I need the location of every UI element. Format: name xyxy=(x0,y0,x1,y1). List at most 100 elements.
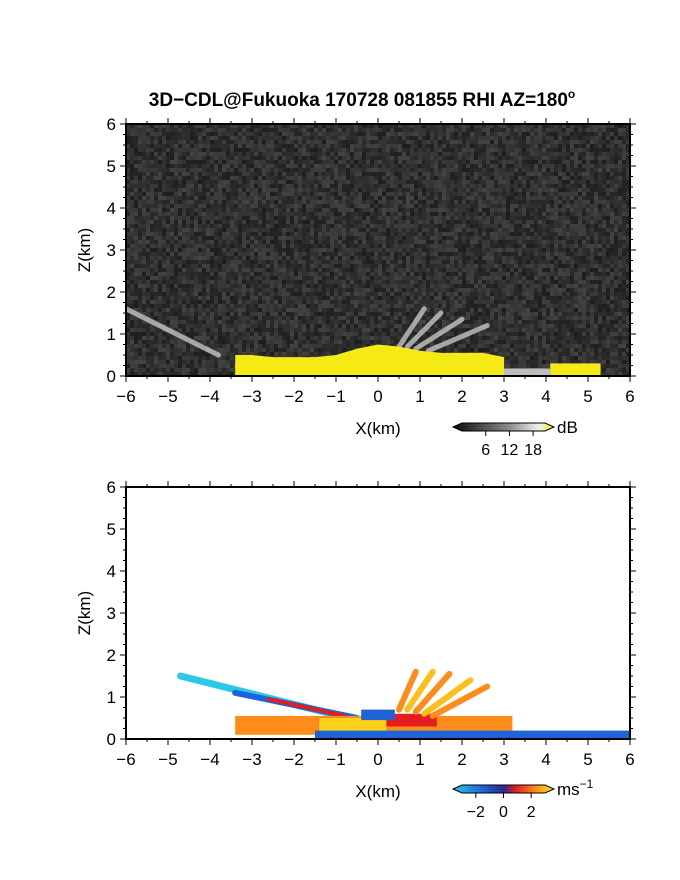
noise-pixel xyxy=(486,272,490,276)
noise-pixel xyxy=(434,208,438,212)
noise-pixel xyxy=(346,140,350,144)
noise-pixel xyxy=(258,224,262,228)
noise-pixel xyxy=(158,232,162,236)
noise-pixel xyxy=(438,148,442,152)
noise-pixel xyxy=(554,232,558,236)
noise-pixel xyxy=(190,272,194,276)
noise-pixel xyxy=(522,156,526,160)
noise-pixel xyxy=(282,196,286,200)
noise-pixel xyxy=(286,156,290,160)
noise-pixel xyxy=(366,216,370,220)
noise-pixel xyxy=(282,276,286,280)
noise-pixel xyxy=(510,264,514,268)
noise-pixel xyxy=(230,224,234,228)
noise-pixel xyxy=(386,216,390,220)
noise-pixel xyxy=(350,220,354,224)
noise-pixel xyxy=(254,136,258,140)
noise-pixel xyxy=(430,160,434,164)
noise-pixel xyxy=(530,148,534,152)
noise-pixel xyxy=(430,232,434,236)
noise-pixel xyxy=(166,236,170,240)
noise-pixel xyxy=(406,140,410,144)
noise-pixel xyxy=(310,256,314,260)
noise-pixel xyxy=(434,232,438,236)
noise-pixel xyxy=(462,220,466,224)
noise-pixel xyxy=(126,260,130,264)
noise-pixel xyxy=(366,248,370,252)
noise-pixel xyxy=(622,264,626,268)
noise-pixel xyxy=(526,156,530,160)
noise-pixel xyxy=(374,208,378,212)
noise-pixel xyxy=(286,280,290,284)
noise-pixel xyxy=(398,132,402,136)
noise-pixel xyxy=(214,280,218,284)
noise-pixel xyxy=(222,164,226,168)
noise-pixel xyxy=(398,228,402,232)
noise-pixel xyxy=(534,208,538,212)
noise-pixel xyxy=(190,236,194,240)
noise-pixel xyxy=(386,180,390,184)
noise-pixel xyxy=(474,272,478,276)
noise-pixel xyxy=(574,244,578,248)
noise-pixel xyxy=(238,272,242,276)
noise-pixel xyxy=(238,208,242,212)
noise-pixel xyxy=(214,152,218,156)
noise-pixel xyxy=(146,160,150,164)
noise-pixel xyxy=(374,248,378,252)
noise-pixel xyxy=(550,140,554,144)
noise-pixel xyxy=(178,148,182,152)
noise-pixel xyxy=(394,188,398,192)
noise-pixel xyxy=(566,180,570,184)
noise-pixel xyxy=(162,164,166,168)
noise-pixel xyxy=(230,248,234,252)
noise-pixel xyxy=(286,212,290,216)
noise-pixel xyxy=(594,232,598,236)
noise-pixel xyxy=(234,156,238,160)
noise-pixel xyxy=(570,272,574,276)
noise-pixel xyxy=(394,236,398,240)
noise-pixel xyxy=(378,184,382,188)
noise-pixel xyxy=(182,180,186,184)
noise-pixel xyxy=(530,228,534,232)
noise-pixel xyxy=(478,228,482,232)
noise-pixel xyxy=(490,224,494,228)
noise-pixel xyxy=(338,248,342,252)
noise-pixel xyxy=(250,212,254,216)
noise-pixel xyxy=(190,196,194,200)
noise-pixel xyxy=(130,144,134,148)
noise-pixel xyxy=(554,188,558,192)
noise-pixel xyxy=(498,216,502,220)
noise-pixel xyxy=(286,252,290,256)
noise-pixel xyxy=(342,204,346,208)
noise-pixel xyxy=(474,188,478,192)
noise-pixel xyxy=(290,184,294,188)
noise-pixel xyxy=(214,228,218,232)
noise-pixel xyxy=(622,176,626,180)
noise-pixel xyxy=(514,240,518,244)
noise-pixel xyxy=(230,272,234,276)
noise-pixel xyxy=(230,148,234,152)
noise-pixel xyxy=(614,264,618,268)
noise-pixel xyxy=(166,180,170,184)
noise-pixel xyxy=(274,280,278,284)
noise-pixel xyxy=(434,128,438,132)
noise-pixel xyxy=(310,204,314,208)
noise-pixel xyxy=(234,128,238,132)
noise-pixel xyxy=(166,240,170,244)
noise-pixel xyxy=(422,124,426,128)
noise-pixel xyxy=(406,264,410,268)
noise-pixel xyxy=(594,240,598,244)
noise-pixel xyxy=(506,268,510,272)
noise-pixel xyxy=(282,172,286,176)
noise-pixel xyxy=(422,272,426,276)
noise-pixel xyxy=(478,156,482,160)
noise-pixel xyxy=(338,176,342,180)
noise-pixel xyxy=(174,140,178,144)
noise-pixel xyxy=(454,144,458,148)
noise-pixel xyxy=(518,216,522,220)
noise-pixel xyxy=(422,172,426,176)
noise-pixel xyxy=(422,212,426,216)
noise-pixel xyxy=(414,156,418,160)
noise-pixel xyxy=(270,216,274,220)
noise-pixel xyxy=(598,228,602,232)
